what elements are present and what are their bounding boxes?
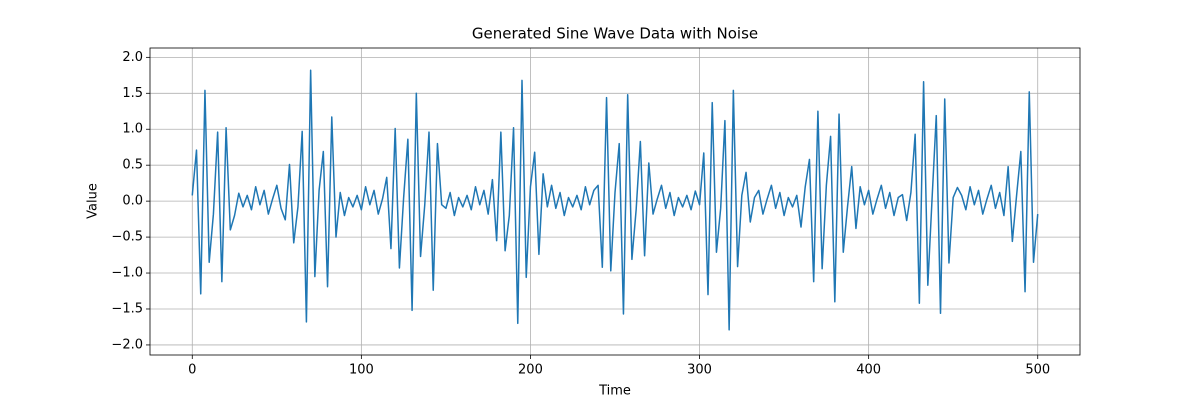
y-tick-label: −2.0 (111, 337, 143, 352)
y-tick-label: 0.0 (122, 194, 143, 209)
y-tick-label: 1.5 (122, 86, 143, 101)
x-tick-label: 400 (856, 363, 881, 378)
y-tick-label: 0.5 (122, 158, 143, 173)
x-tick-label: 100 (349, 363, 374, 378)
x-tick-label: 300 (687, 363, 712, 378)
y-tick-label: −1.0 (111, 266, 143, 281)
plot-frame (149, 47, 1081, 356)
line-series (191, 69, 1039, 331)
chart-title: Generated Sine Wave Data with Noise (472, 25, 758, 43)
y-tick-label: 1.0 (122, 122, 143, 137)
x-tick-label: 500 (1025, 363, 1050, 378)
x-tick-label: 200 (518, 363, 543, 378)
y-tick-label: 2.0 (122, 50, 143, 65)
x-tick-label: 0 (188, 363, 196, 378)
y-tick-label: −1.5 (111, 301, 143, 316)
y-axis-label: Value (86, 183, 101, 219)
x-axis-label: Time (598, 384, 631, 399)
y-tick-label: −0.5 (111, 230, 143, 245)
